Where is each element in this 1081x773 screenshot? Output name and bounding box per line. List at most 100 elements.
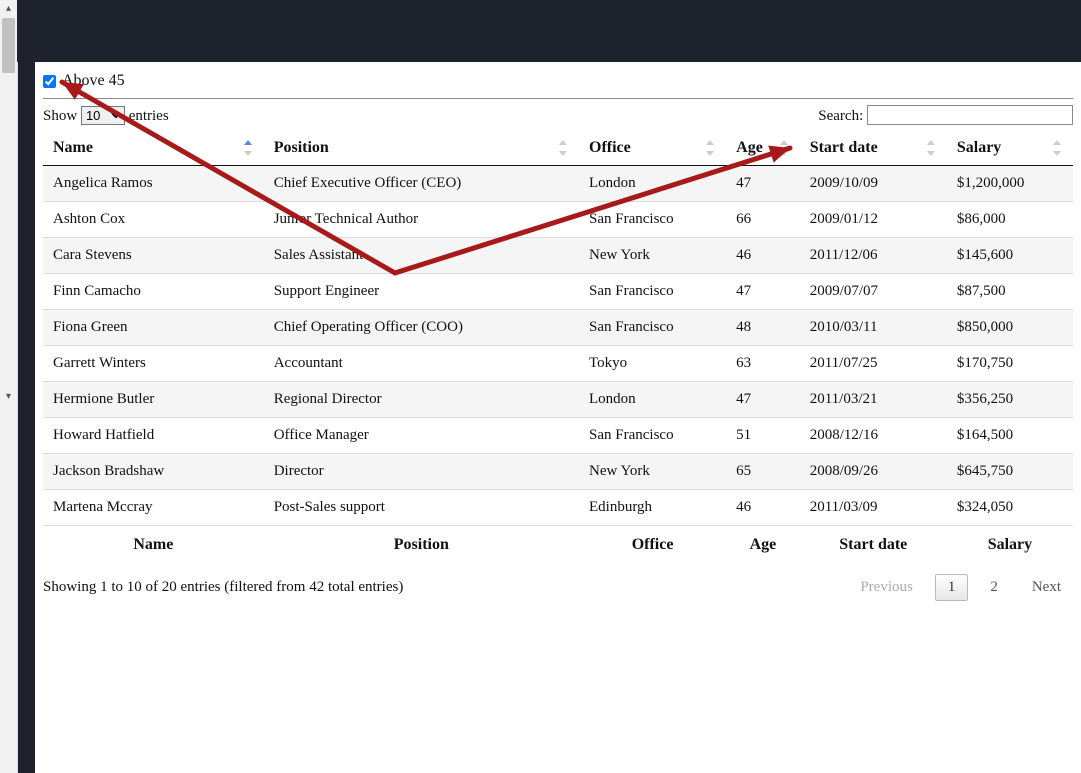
cell-salary: $164,500 [947, 418, 1073, 454]
top-bar [17, 0, 1081, 62]
cell-start: 2009/07/07 [800, 274, 947, 310]
search-input[interactable] [867, 105, 1073, 125]
cell-office: San Francisco [579, 202, 726, 238]
sort-icon [559, 140, 569, 156]
table-controls: Show 102550100 entries Search: [43, 105, 1073, 125]
cell-office: San Francisco [579, 274, 726, 310]
cell-name: Howard Hatfield [43, 418, 264, 454]
cell-age: 46 [726, 490, 800, 526]
table-row[interactable]: Howard HatfieldOffice ManagerSan Francis… [43, 418, 1073, 454]
cell-position: Chief Executive Officer (CEO) [264, 166, 579, 202]
cell-start: 2009/01/12 [800, 202, 947, 238]
cell-name: Finn Camacho [43, 274, 264, 310]
col-header-office[interactable]: Office [579, 131, 726, 166]
divider [43, 98, 1073, 99]
table-row[interactable]: Garrett WintersAccountantTokyo632011/07/… [43, 346, 1073, 382]
cell-age: 46 [726, 238, 800, 274]
cell-salary: $324,050 [947, 490, 1073, 526]
cell-name: Garrett Winters [43, 346, 264, 382]
page-scrollbar[interactable]: ▴ ▾ [0, 0, 18, 773]
page-content: Above 45 Show 102550100 entries Search: … [35, 62, 1081, 773]
cell-salary: $1,200,000 [947, 166, 1073, 202]
cell-age: 63 [726, 346, 800, 382]
col-header-position[interactable]: Position [264, 131, 579, 166]
pager: Previous 12 Next [848, 574, 1073, 601]
cell-position: Director [264, 454, 579, 490]
cell-start: 2011/03/21 [800, 382, 947, 418]
cell-office: London [579, 382, 726, 418]
cell-age: 65 [726, 454, 800, 490]
cell-name: Cara Stevens [43, 238, 264, 274]
pager-page-2[interactable]: 2 [978, 575, 1010, 600]
cell-age: 51 [726, 418, 800, 454]
length-suffix: entries [129, 108, 169, 124]
footer-col: Office [579, 526, 726, 565]
pager-page-1[interactable]: 1 [935, 574, 969, 601]
cell-name: Jackson Bradshaw [43, 454, 264, 490]
cell-salary: $645,750 [947, 454, 1073, 490]
cell-position: Accountant [264, 346, 579, 382]
footer-col: Salary [947, 526, 1073, 565]
col-header-age[interactable]: Age [726, 131, 800, 166]
cell-office: Edinburgh [579, 490, 726, 526]
table-row[interactable]: Ashton CoxJunior Technical AuthorSan Fra… [43, 202, 1073, 238]
cell-position: Chief Operating Officer (COO) [264, 310, 579, 346]
cell-name: Ashton Cox [43, 202, 264, 238]
length-prefix: Show [43, 108, 77, 124]
cell-start: 2011/12/06 [800, 238, 947, 274]
table-row[interactable]: Cara StevensSales AssistantNew York46201… [43, 238, 1073, 274]
cell-name: Angelica Ramos [43, 166, 264, 202]
length-select[interactable]: 102550100 [81, 106, 125, 125]
scroll-thumb[interactable] [2, 18, 15, 73]
cell-name: Martena Mccray [43, 490, 264, 526]
cell-salary: $356,250 [947, 382, 1073, 418]
cell-office: London [579, 166, 726, 202]
col-header-salary[interactable]: Salary [947, 131, 1073, 166]
cell-position: Support Engineer [264, 274, 579, 310]
cell-age: 47 [726, 382, 800, 418]
pager-next[interactable]: Next [1020, 575, 1073, 600]
table-row[interactable]: Hermione ButlerRegional DirectorLondon47… [43, 382, 1073, 418]
table-row[interactable]: Fiona GreenChief Operating Officer (COO)… [43, 310, 1073, 346]
scroll-down-icon[interactable]: ▾ [0, 388, 17, 405]
cell-salary: $170,750 [947, 346, 1073, 382]
table-row[interactable]: Martena MccrayPost-Sales supportEdinburg… [43, 490, 1073, 526]
above-45-checkbox[interactable] [43, 75, 56, 88]
cell-start: 2008/09/26 [800, 454, 947, 490]
cell-start: 2011/03/09 [800, 490, 947, 526]
table-info: Showing 1 to 10 of 20 entries (filtered … [43, 579, 403, 596]
table-footer-row: NamePositionOfficeAgeStart dateSalary [43, 526, 1073, 565]
cell-office: Tokyo [579, 346, 726, 382]
pager-previous: Previous [848, 575, 925, 600]
table-header-row: NamePositionOfficeAgeStart dateSalary [43, 131, 1073, 166]
footer-col: Start date [800, 526, 947, 565]
cell-salary: $86,000 [947, 202, 1073, 238]
cell-office: San Francisco [579, 418, 726, 454]
cell-age: 47 [726, 274, 800, 310]
cell-position: Office Manager [264, 418, 579, 454]
cell-start: 2008/12/16 [800, 418, 947, 454]
cell-salary: $145,600 [947, 238, 1073, 274]
filter-row: Above 45 [43, 70, 1073, 94]
col-header-name[interactable]: Name [43, 131, 264, 166]
cell-start: 2011/07/25 [800, 346, 947, 382]
table-row[interactable]: Angelica RamosChief Executive Officer (C… [43, 166, 1073, 202]
cell-name: Fiona Green [43, 310, 264, 346]
cell-start: 2009/10/09 [800, 166, 947, 202]
sort-icon [780, 140, 790, 156]
table-bottom: Showing 1 to 10 of 20 entries (filtered … [43, 574, 1073, 601]
table-row[interactable]: Jackson BradshawDirectorNew York652008/0… [43, 454, 1073, 490]
cell-position: Post-Sales support [264, 490, 579, 526]
table-row[interactable]: Finn CamachoSupport EngineerSan Francisc… [43, 274, 1073, 310]
length-control: Show 102550100 entries [43, 106, 169, 125]
sort-icon [927, 140, 937, 156]
search-control: Search: [818, 105, 1073, 125]
cell-office: New York [579, 454, 726, 490]
above-45-label[interactable]: Above 45 [62, 72, 125, 90]
sort-icon [706, 140, 716, 156]
cell-position: Sales Assistant [264, 238, 579, 274]
scroll-up-icon[interactable]: ▴ [0, 0, 17, 17]
cell-age: 47 [726, 166, 800, 202]
cell-age: 48 [726, 310, 800, 346]
col-header-start[interactable]: Start date [800, 131, 947, 166]
